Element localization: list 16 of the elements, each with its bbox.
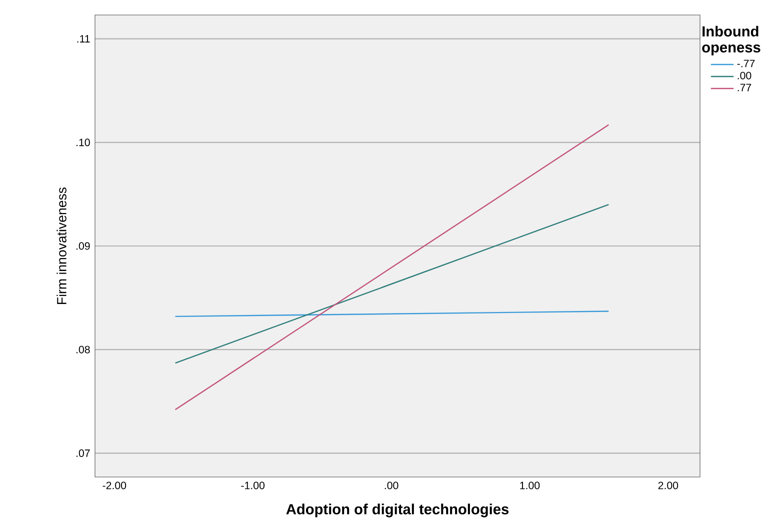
legend-label: .77 <box>738 84 752 92</box>
y-tick-label: .10 <box>76 138 90 146</box>
x-tick-label: -2.00 <box>102 482 126 490</box>
x-tick-label: -1.00 <box>241 482 265 490</box>
legend-label: .00 <box>738 72 752 80</box>
y-tick-label: .07 <box>76 449 90 457</box>
legend-label: -.77 <box>737 60 755 68</box>
x-tick-label: 2.00 <box>658 482 678 490</box>
y-tick-label: .11 <box>77 35 90 42</box>
legend-title: Inbound openess <box>702 26 760 56</box>
x-tick-label: .00 <box>384 482 398 490</box>
y-tick-label: .08 <box>76 346 90 354</box>
y-tick-label: .09 <box>76 242 90 250</box>
x-axis-title: Adoption of digital technologies <box>286 504 509 518</box>
x-tick-label: 1.00 <box>520 482 540 490</box>
y-axis-title: Firm innovativeness <box>56 187 66 304</box>
